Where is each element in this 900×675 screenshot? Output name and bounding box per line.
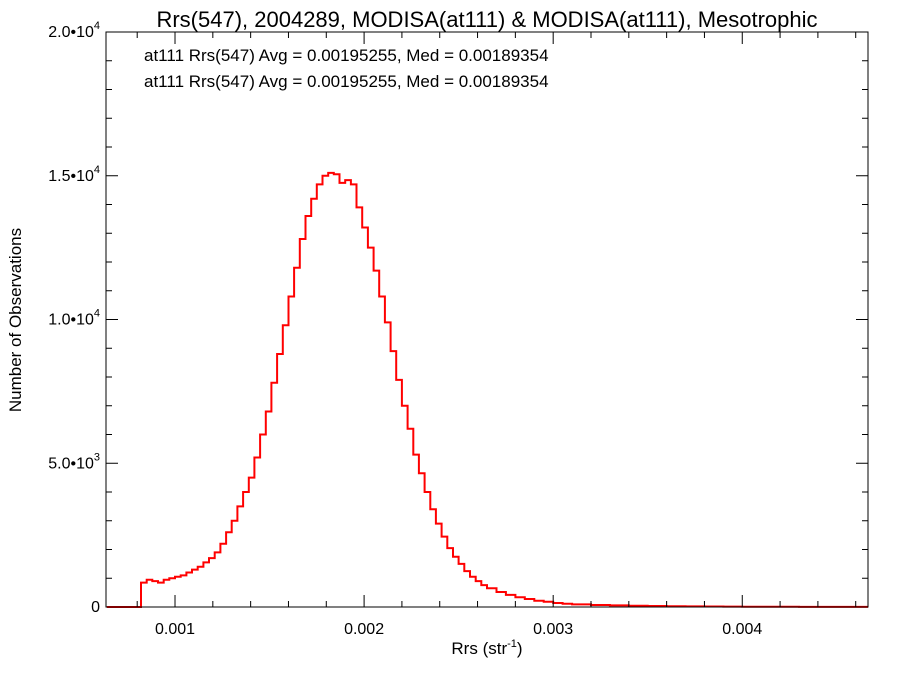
x-tick-label: 0.003 (533, 621, 573, 638)
y-tick-exponent: 3 (94, 451, 100, 463)
y-tick-label: 1.0•104 (48, 308, 100, 329)
y-tick-mantissa: 0 (91, 599, 100, 616)
annotation-layer: at111 Rrs(547) Avg = 0.00195255, Med = 0… (144, 46, 549, 91)
chart-title: Rrs(547), 2004289, MODISA(at111) & MODIS… (156, 7, 817, 32)
x-tick-label: 0.001 (155, 621, 195, 638)
y-tick-label: 0 (91, 599, 100, 616)
plot-layer (106, 171, 868, 608)
y-tick-mantissa: 1.0•10 (48, 312, 94, 329)
x-axis-label-main: Rrs (str (451, 639, 507, 658)
y-tick-mantissa: 5.0•10 (48, 455, 94, 472)
y-tick-mantissa: 1.5•10 (48, 168, 94, 185)
y-tick-label: 1.5•104 (48, 164, 100, 185)
y-tick-label: 2.0•104 (48, 20, 100, 41)
y-tick-exponent: 4 (94, 308, 100, 320)
y-tick-label: 5.0•103 (48, 451, 100, 472)
legend-annotation-0: at111 Rrs(547) Avg = 0.00195255, Med = 0… (144, 46, 549, 65)
y-tick-exponent: 4 (94, 20, 100, 32)
label-layer: Rrs(547), 2004289, MODISA(at111) & MODIS… (6, 7, 818, 658)
x-axis-label: Rrs (str-1) (451, 638, 522, 658)
histogram-line-0 (106, 171, 868, 608)
legend-annotation-1: at111 Rrs(547) Avg = 0.00195255, Med = 0… (144, 72, 549, 91)
plot-frame (105, 31, 869, 608)
y-tick-mantissa: 2.0•10 (48, 24, 94, 41)
y-tick-exponent: 4 (94, 164, 100, 176)
x-axis-label-close: ) (517, 639, 523, 658)
x-axis-label-exponent: -1 (507, 638, 517, 650)
x-tick-label: 0.002 (344, 621, 384, 638)
y-axis-label: Number of Observations (6, 228, 25, 412)
axis-layer: 0.001 0.002 0.003 0.00405.0•1031.0•1041.5•1… (48, 20, 869, 638)
x-tick-label: 0.004 (722, 621, 762, 638)
